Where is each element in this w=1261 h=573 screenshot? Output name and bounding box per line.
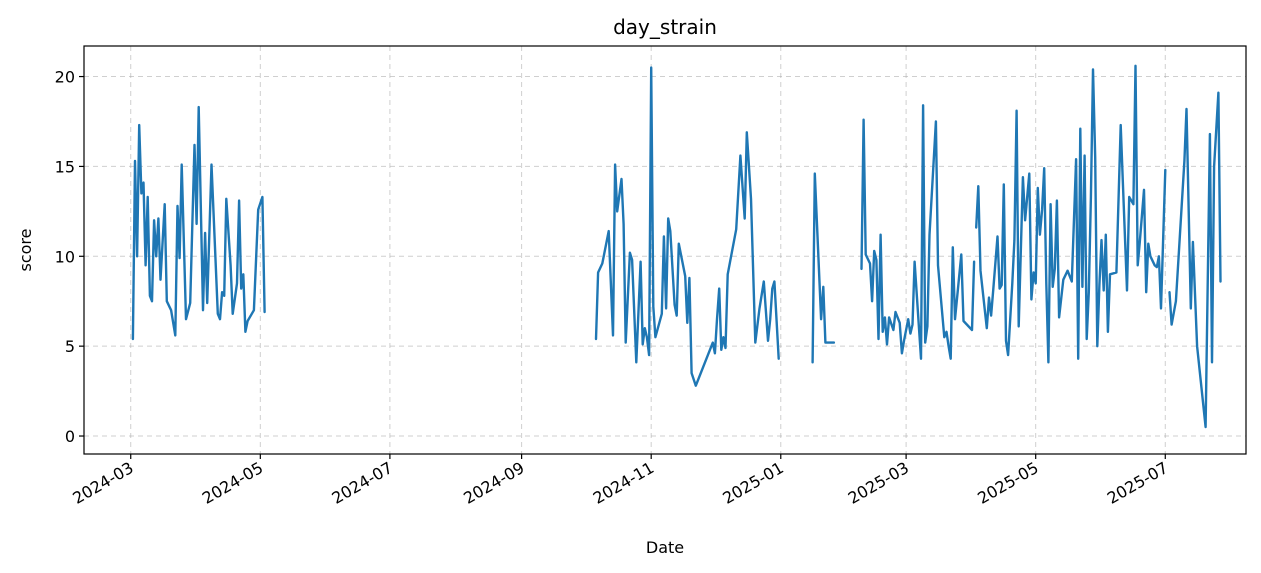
x-tick-label: 2025-01 xyxy=(719,458,786,508)
y-tick-label: 10 xyxy=(55,247,75,266)
x-tick-label: 2025-05 xyxy=(974,458,1041,508)
chart-title: day_strain xyxy=(613,15,717,39)
x-tick-label: 2024-03 xyxy=(69,458,136,508)
y-tick-label: 15 xyxy=(55,157,75,176)
x-tick-label: 2024-07 xyxy=(328,458,395,508)
series-line-segment xyxy=(860,104,976,360)
x-tick-label: 2025-07 xyxy=(1104,458,1171,508)
y-axis-label: score xyxy=(16,229,35,272)
series-line-segment xyxy=(131,105,266,341)
x-tick-label: 2024-05 xyxy=(199,458,266,508)
series-layer xyxy=(131,64,1222,429)
series-line-segment xyxy=(975,64,1167,364)
grid-layer xyxy=(84,46,1246,454)
series-line-segment xyxy=(811,172,836,364)
x-axis-label: Date xyxy=(646,538,684,557)
y-tick-label: 0 xyxy=(65,427,75,446)
series-line-segment xyxy=(1168,91,1222,429)
series-line-segment xyxy=(594,66,780,387)
plot-frame xyxy=(83,45,1247,455)
y-tick-label: 20 xyxy=(55,68,75,87)
x-tick-label: 2024-11 xyxy=(590,458,657,508)
x-tick-label: 2024-09 xyxy=(460,458,527,508)
x-tick-label: 2025-03 xyxy=(845,458,912,508)
y-tick-label: 5 xyxy=(65,337,75,356)
